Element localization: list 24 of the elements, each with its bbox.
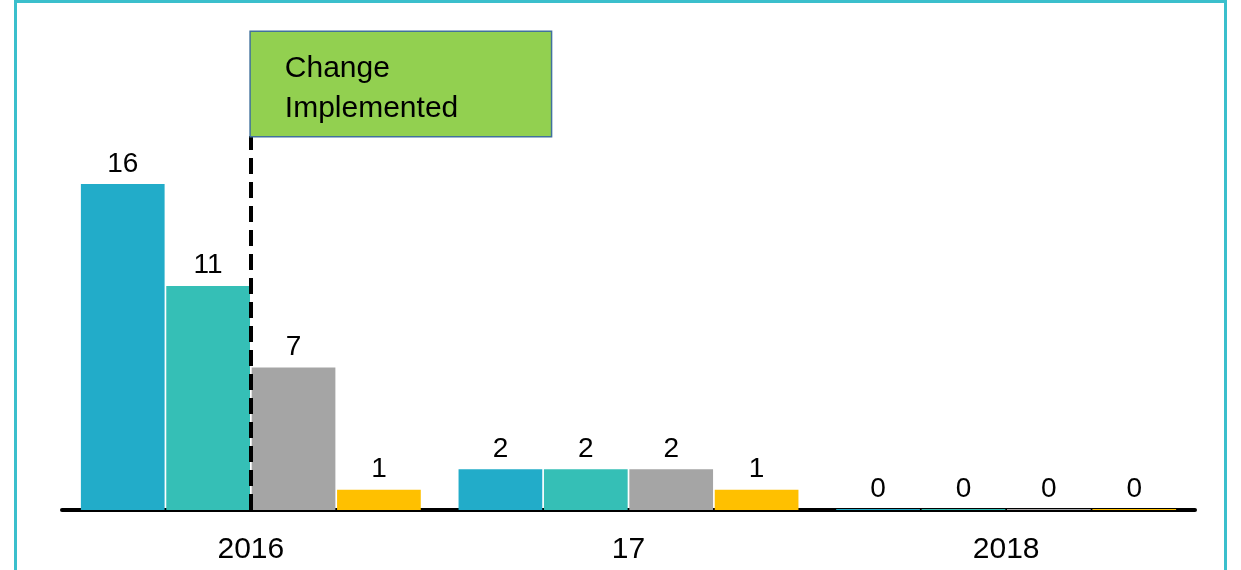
bar bbox=[337, 489, 421, 510]
data-label: 1 bbox=[371, 452, 387, 484]
data-label: 0 bbox=[870, 471, 886, 503]
bar bbox=[714, 489, 799, 510]
data-label: 7 bbox=[285, 329, 302, 361]
data-label: 0 bbox=[1126, 471, 1143, 503]
data-label: 11 bbox=[193, 248, 223, 280]
data-label: 2 bbox=[492, 431, 509, 463]
bar bbox=[251, 367, 336, 510]
data-label: 2 bbox=[663, 431, 679, 463]
bar bbox=[458, 469, 543, 510]
data-label: 2 bbox=[578, 431, 594, 463]
x-tick-label: 17 bbox=[611, 530, 646, 564]
x-tick-label: 2016 bbox=[217, 530, 285, 564]
bar bbox=[543, 469, 628, 510]
bar bbox=[166, 285, 250, 510]
data-label: 1 bbox=[748, 452, 765, 484]
bar bbox=[80, 184, 165, 510]
data-label: 0 bbox=[1041, 471, 1057, 503]
data-label: 0 bbox=[955, 471, 972, 503]
x-tick-label: 2018 bbox=[972, 530, 1040, 564]
ref-line-label: Change Implemented bbox=[284, 49, 459, 123]
data-label: 16 bbox=[107, 146, 139, 178]
bar bbox=[629, 469, 714, 510]
